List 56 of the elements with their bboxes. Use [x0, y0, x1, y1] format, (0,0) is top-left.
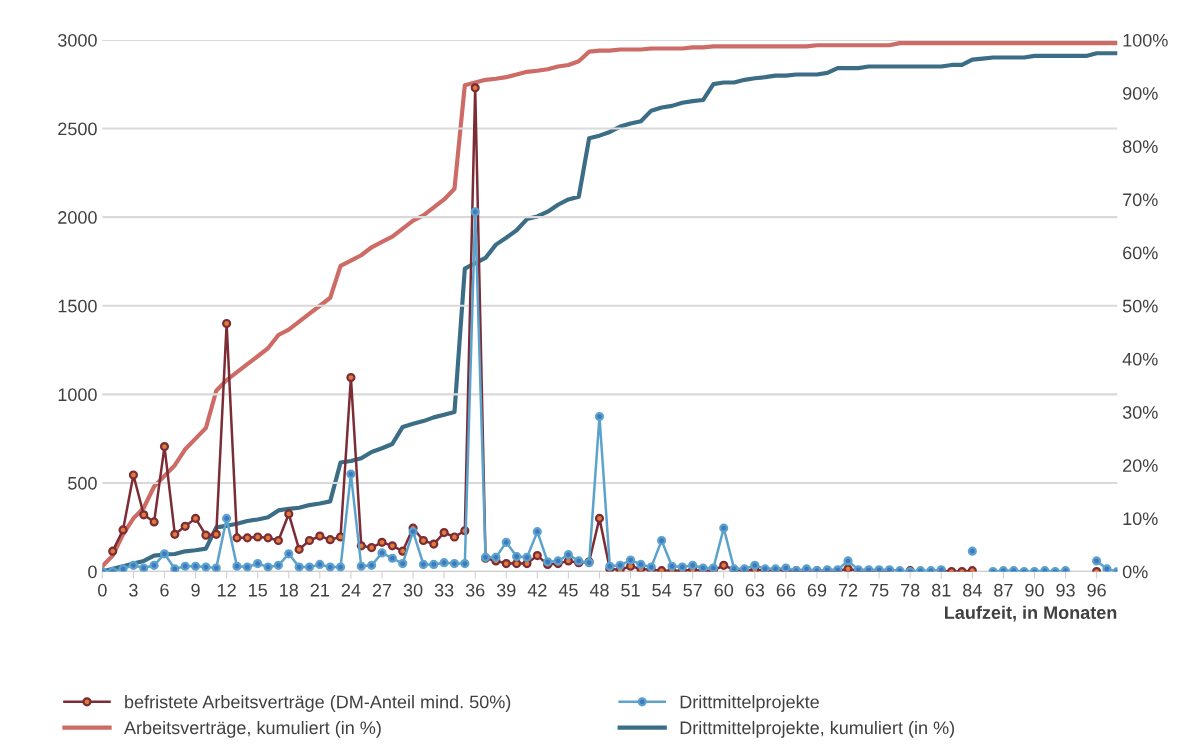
legend-label: befristete Arbeitsverträge (DM-Anteil mind. 50%)	[125, 695, 511, 712]
y-tick-label: 2000	[58, 211, 97, 224]
x-tick-label: 75	[869, 584, 889, 597]
y2-tick-label: 90%	[1123, 87, 1158, 100]
y2-tick-label: 50%	[1122, 299, 1158, 313]
y2-tick-label: 20%	[1123, 459, 1158, 472]
y-tick-label: 2500	[58, 122, 97, 136]
x-tick-label: 93	[1056, 583, 1075, 597]
x-tick-label: 39	[496, 583, 516, 597]
x-tick-label: 78	[901, 583, 920, 597]
x-tick-label: 57	[683, 584, 702, 597]
x-axis-title: Laufzeit, in Monaten	[945, 605, 1117, 622]
x-tick-label: 6	[160, 583, 169, 597]
x-tick-label: 15	[249, 584, 267, 597]
legend-label: Drittmittelprojekte	[680, 695, 819, 712]
x-tick-label: 84	[963, 583, 982, 597]
x-tick-label: 33	[434, 583, 454, 597]
x-tick-label: 3	[129, 583, 138, 597]
x-tick-label: 48	[589, 583, 609, 597]
x-tick-label: 69	[807, 583, 827, 597]
y-tick-label: 3000	[58, 33, 97, 47]
y2-tick-label: 80%	[1122, 140, 1158, 153]
y-tick-label: 0	[88, 565, 97, 579]
x-tick-label: 9	[191, 583, 200, 597]
y2-tick-label: 10%	[1123, 512, 1158, 526]
x-tick-label: 18	[280, 583, 299, 597]
y2-tick-label: 40%	[1122, 352, 1158, 366]
x-tick-label: 81	[931, 583, 951, 597]
x-tick-label: 63	[745, 583, 765, 597]
x-tick-label: 87	[994, 583, 1013, 597]
x-tick-label: 24	[341, 583, 361, 597]
x-tick-label: 30	[403, 583, 423, 597]
y2-tick-label: 30%	[1122, 406, 1158, 419]
x-tick-label: 51	[621, 584, 640, 597]
y2-tick-label: 100%	[1123, 33, 1168, 47]
legend-label: Drittmittelprojekte, kumuliert (in %)	[680, 720, 955, 738]
x-tick-label: 90	[1025, 583, 1044, 597]
y2-tick-label: 70%	[1123, 193, 1158, 207]
y-tick-label: 1500	[58, 299, 97, 313]
x-tick-label: 45	[558, 584, 578, 597]
x-tick-label: 60	[714, 583, 734, 597]
y2-tick-label: 0%	[1122, 565, 1148, 579]
x-tick-label: 96	[1087, 583, 1106, 597]
y-tick-label: 500	[68, 476, 97, 490]
x-tick-label: 42	[527, 583, 547, 597]
x-tick-label: 0	[98, 583, 107, 597]
x-tick-label: 12	[217, 583, 236, 597]
x-tick-label: 72	[838, 583, 858, 597]
legend-label: Arbeitsverträge, kumuliert (in %)	[124, 720, 381, 738]
x-tick-label: 54	[652, 584, 672, 597]
x-tick-label: 27	[372, 583, 392, 597]
y-tick-label: 1000	[58, 388, 97, 402]
x-tick-label: 36	[465, 583, 485, 597]
y2-tick-label: 60%	[1123, 246, 1158, 260]
x-tick-label: 66	[776, 583, 796, 597]
x-tick-label: 21	[310, 583, 329, 597]
